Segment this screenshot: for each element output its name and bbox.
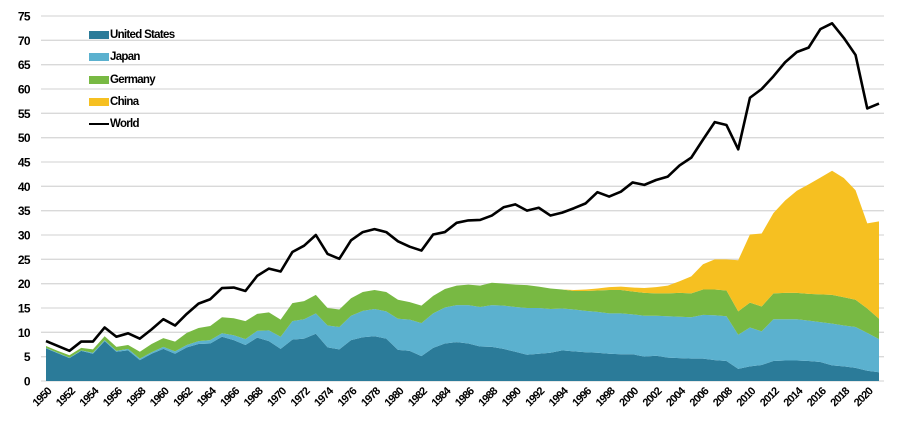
x-tick-label: 1988	[476, 385, 500, 409]
x-tick-label: 2020	[852, 385, 876, 409]
x-tick-label: 1994	[547, 384, 572, 409]
area-japan	[46, 305, 879, 373]
area-china	[46, 170, 879, 356]
x-tick-label: 1976	[336, 385, 360, 409]
x-tick-label: 1992	[523, 385, 547, 409]
x-tick-label: 1982	[406, 385, 430, 409]
y-tick-label: 55	[18, 107, 31, 121]
legend-swatch-germany	[89, 75, 109, 84]
chart-legend: United States Japan Germany China World	[89, 24, 175, 135]
y-axis: 0 5 10 15 20 25 30 35 40 45 50 55 60 65 70 75	[18, 10, 32, 389]
legend-item-world: World	[89, 113, 174, 135]
x-tick-label: 1998	[594, 385, 618, 409]
x-tick-label: 1984	[429, 384, 454, 409]
x-tick-label: 2002	[641, 385, 665, 409]
legend-swatch-china	[89, 98, 109, 107]
legend-swatch-japan	[89, 53, 109, 62]
gridlines	[41, 15, 884, 382]
x-tick-label: 1974	[312, 384, 337, 409]
x-tick-label: 2016	[805, 385, 829, 409]
x-tick-label: 2014	[781, 384, 806, 409]
y-tick-label: 75	[18, 10, 31, 24]
world-line	[45, 22, 880, 353]
x-tick-label: 1972	[289, 385, 313, 409]
y-tick-label: 25	[18, 253, 31, 267]
x-tick-label: 1960	[148, 385, 172, 409]
line-world	[45, 22, 880, 353]
x-tick-label: 1986	[453, 385, 477, 409]
legend-item-japan: Japan	[89, 46, 174, 68]
x-tick-label: 1964	[195, 384, 220, 409]
y-tick-label: 65	[18, 58, 31, 72]
y-tick-label: 30	[18, 229, 31, 243]
x-tick-label: 1978	[359, 385, 383, 409]
legend-label: Japan	[110, 51, 140, 64]
x-tick-label: 1962	[171, 385, 195, 409]
y-tick-label: 50	[18, 131, 31, 145]
y-tick-label: 10	[18, 326, 31, 340]
legend-label: China	[110, 96, 139, 109]
y-tick-label: 5	[24, 350, 31, 364]
area-germany	[46, 282, 879, 359]
y-tick-label: 35	[18, 204, 31, 218]
x-tick-label: 2010	[735, 385, 759, 409]
y-tick-label: 40	[18, 180, 31, 194]
y-tick-label: 45	[18, 156, 31, 170]
x-tick-label: 2004	[664, 384, 689, 409]
legend-item-united-states: United States	[89, 24, 175, 46]
y-tick-label: 70	[18, 34, 31, 48]
stacked-areas	[46, 170, 879, 381]
y-tick-label: 0	[24, 375, 31, 389]
x-tick-label: 1952	[54, 385, 78, 409]
x-tick-label: 1968	[242, 385, 266, 409]
x-tick-label: 1950	[31, 385, 55, 409]
legend-label: United States	[110, 29, 175, 42]
x-tick-label: 2018	[828, 385, 852, 409]
legend-item-germany: Germany	[89, 69, 174, 91]
x-tick-label: 1958	[124, 385, 148, 409]
y-tick-label: 60	[18, 83, 31, 97]
x-tick-label: 1980	[383, 385, 407, 409]
x-axis: 1950 1952 1954 1956 1958 1960 1962 1964 1966 1968…	[31, 384, 876, 409]
legend-swatch-world	[89, 123, 109, 126]
area-united-states	[46, 333, 879, 381]
legend-label: World	[110, 118, 140, 131]
x-tick-label: 2000	[617, 385, 641, 409]
x-tick-label: 1954	[78, 384, 103, 409]
y-tick-label: 20	[18, 277, 31, 291]
x-tick-label: 2012	[758, 385, 782, 409]
y-tick-label: 15	[18, 302, 31, 316]
x-tick-label: 1996	[570, 385, 594, 409]
legend-label: Germany	[110, 73, 156, 86]
x-tick-label: 1956	[101, 385, 125, 409]
x-tick-label: 2008	[711, 385, 735, 409]
x-tick-label: 1966	[218, 385, 242, 409]
legend-item-china: China	[89, 91, 174, 113]
x-tick-label: 2006	[688, 385, 712, 409]
x-tick-label: 1970	[265, 385, 289, 409]
legend-swatch-united-states	[89, 31, 109, 40]
x-tick-label: 1990	[500, 385, 524, 409]
